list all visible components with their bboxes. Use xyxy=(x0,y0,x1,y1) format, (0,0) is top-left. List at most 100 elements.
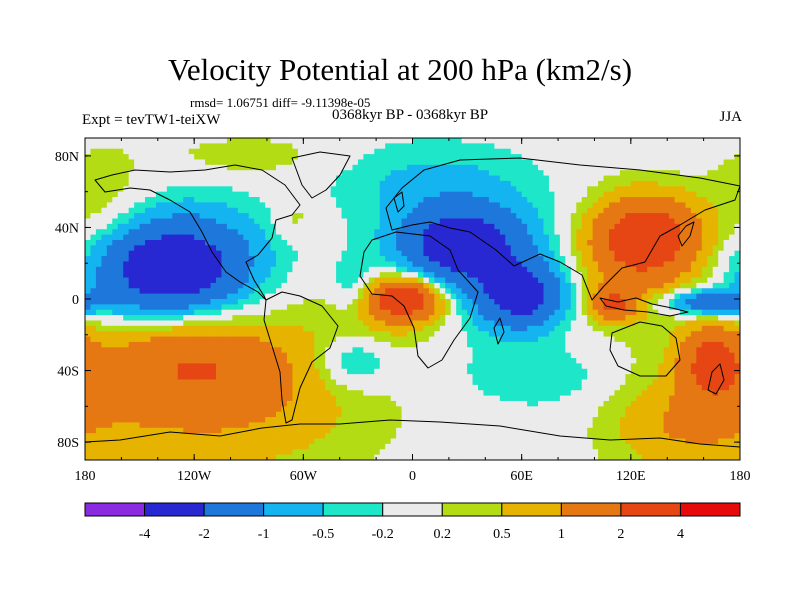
field-cell xyxy=(630,154,637,160)
field-cell xyxy=(510,154,517,160)
field-cell xyxy=(417,331,424,337)
field-cell xyxy=(150,164,157,171)
field-cell xyxy=(734,352,741,359)
field-cell xyxy=(521,213,528,219)
field-cell xyxy=(587,272,594,278)
field-cell xyxy=(652,164,659,171)
field-cell xyxy=(363,256,370,262)
field-cell xyxy=(505,164,512,171)
field-cell xyxy=(456,315,463,321)
field-cell xyxy=(630,164,637,171)
field-cell xyxy=(199,320,206,327)
field-cell xyxy=(281,234,288,241)
field-cell xyxy=(374,186,381,193)
field-cell xyxy=(456,180,463,187)
field-cell xyxy=(379,197,386,203)
field-cell xyxy=(576,352,583,359)
field-cell xyxy=(134,299,140,305)
field-cell xyxy=(625,352,632,359)
field-cell xyxy=(407,138,413,144)
field-cell xyxy=(576,154,583,160)
field-cell xyxy=(85,331,91,337)
field-cell xyxy=(581,352,588,359)
field-cell xyxy=(729,320,735,327)
field-cell xyxy=(685,213,692,219)
field-cell xyxy=(701,304,708,311)
field-cell xyxy=(237,341,244,348)
field-cell xyxy=(374,159,381,166)
field-cell xyxy=(177,325,184,332)
field-cell xyxy=(570,325,577,332)
field-cell xyxy=(177,175,184,182)
field-cell xyxy=(336,272,342,278)
field-cell xyxy=(101,154,108,160)
field-cell xyxy=(587,261,594,268)
field-cell xyxy=(417,197,424,203)
field-cell xyxy=(696,336,703,343)
field-cell xyxy=(510,175,517,182)
field-cell xyxy=(472,250,479,257)
field-cell xyxy=(488,261,495,268)
field-cell xyxy=(587,341,594,348)
field-cell xyxy=(286,218,293,225)
field-cell xyxy=(363,138,370,144)
field-cell xyxy=(505,207,512,214)
field-cell xyxy=(85,175,91,182)
field-cell xyxy=(319,186,326,193)
field-cell xyxy=(543,234,550,241)
field-cell xyxy=(712,245,719,252)
field-cell xyxy=(352,320,359,327)
field-cell xyxy=(117,352,124,359)
field-cell xyxy=(723,261,730,268)
field-cell xyxy=(679,164,686,171)
field-cell xyxy=(216,175,222,182)
field-cell xyxy=(216,197,222,203)
field-cell xyxy=(401,347,408,354)
field-cell xyxy=(177,143,184,150)
field-cell xyxy=(139,336,146,343)
field-cell xyxy=(696,266,703,273)
field-cell xyxy=(270,213,277,219)
field-cell xyxy=(205,272,211,278)
field-cell xyxy=(134,288,140,295)
field-cell xyxy=(532,170,539,176)
field-cell xyxy=(663,352,670,359)
field-cell xyxy=(674,213,681,219)
field-cell xyxy=(155,245,162,252)
field-cell xyxy=(548,315,555,321)
field-cell xyxy=(106,186,113,193)
field-cell xyxy=(570,191,577,198)
field-cell xyxy=(385,282,392,289)
field-cell xyxy=(205,207,211,214)
field-cell xyxy=(625,293,632,300)
field-cell xyxy=(445,299,452,305)
field-cell xyxy=(412,261,419,268)
field-cell xyxy=(647,197,654,203)
field-cell xyxy=(117,250,124,257)
field-cell xyxy=(428,266,435,273)
field-cell xyxy=(587,159,594,166)
field-cell xyxy=(297,223,304,230)
field-cell xyxy=(559,256,566,262)
field-cell xyxy=(478,325,484,332)
field-cell xyxy=(669,191,675,198)
field-cell xyxy=(270,304,277,311)
field-cell xyxy=(401,261,408,268)
field-cell xyxy=(707,186,714,193)
field-cell xyxy=(281,304,288,311)
field-cell xyxy=(734,266,741,273)
field-cell xyxy=(297,277,304,284)
field-cell xyxy=(281,180,288,187)
field-cell xyxy=(357,299,364,305)
field-cell xyxy=(538,218,544,225)
field-cell xyxy=(690,239,697,246)
field-cell xyxy=(385,336,392,343)
field-cell xyxy=(478,250,484,257)
field-cell xyxy=(565,293,572,300)
field-cell xyxy=(281,164,288,171)
field-cell xyxy=(210,320,217,327)
field-cell xyxy=(652,207,659,214)
field-cell xyxy=(385,272,392,278)
field-cell xyxy=(690,202,697,209)
field-cell xyxy=(554,256,561,262)
